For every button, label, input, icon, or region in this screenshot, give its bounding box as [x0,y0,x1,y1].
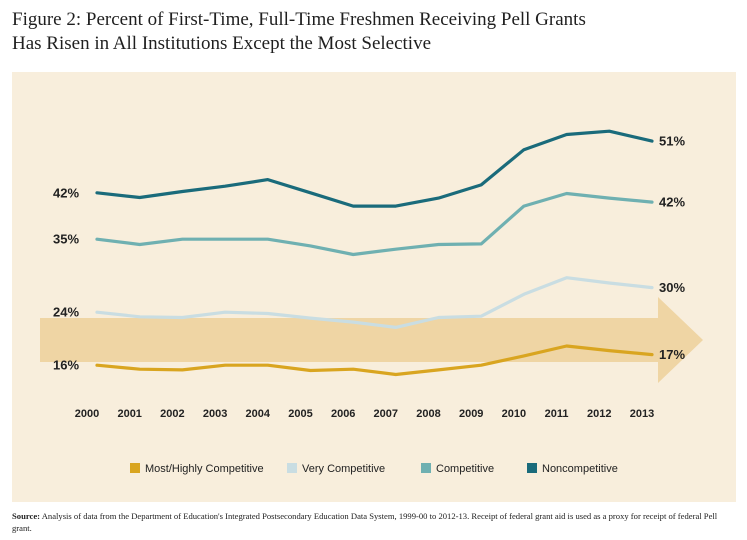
source-label: Source: [12,511,41,521]
chart-background-panel [12,72,736,502]
series-line-most-highly-competitive [95,344,654,377]
x-tick-label: 2013 [630,408,654,420]
x-tick-label: 2000 [75,408,99,420]
legend-swatch-very-competitive [287,463,297,473]
figure-title: Figure 2: Percent of First-Time, Full-Ti… [12,8,732,56]
legend-swatch-competitive [421,463,431,473]
end-label-noncompetitive: 51% [659,134,685,149]
x-tick-label: 2009 [459,408,483,420]
series-line-noncompetitive [95,129,654,208]
end-label-competitive: 42% [659,195,685,210]
legend-label-most-highly-competitive: Most/Highly Competitive [145,463,264,475]
trend-arrow-shape [40,297,703,383]
start-label-most-highly-competitive: 16% [53,358,79,373]
legend-swatch-most-highly-competitive [130,463,140,473]
x-tick-label: 2010 [502,408,526,420]
series-line-very-competitive [95,276,654,329]
x-tick-label: 2004 [246,408,271,420]
legend-label-noncompetitive: Noncompetitive [542,463,618,475]
x-tick-label: 2008 [416,408,440,420]
source-text: Analysis of data from the Department of … [12,511,718,533]
series-line-competitive [95,191,654,257]
start-label-competitive: 35% [53,232,79,247]
x-tick-label: 2011 [545,408,569,420]
legend-label-very-competitive: Very Competitive [302,463,385,475]
x-tick-label: 2012 [587,408,611,420]
figure-title-line-2: Has Risen in All Institutions Except the… [12,33,432,54]
legend-label-competitive: Competitive [436,463,494,475]
x-tick-label: 2001 [117,408,141,420]
source-note: Source: Analysis of data from the Depart… [12,510,737,534]
x-tick-label: 2006 [331,408,355,420]
end-label-most-highly-competitive: 17% [659,347,685,362]
x-tick-label: 2007 [374,408,398,420]
start-label-very-competitive: 24% [53,305,79,320]
start-label-noncompetitive: 42% [53,185,79,200]
end-label-very-competitive: 30% [659,280,685,295]
figure-title-line-1: Figure 2: Percent of First-Time, Full-Ti… [12,9,586,30]
x-tick-label: 2002 [160,408,184,420]
x-tick-label: 2005 [288,408,312,420]
x-tick-label: 2003 [203,408,227,420]
legend-swatch-noncompetitive [527,463,537,473]
